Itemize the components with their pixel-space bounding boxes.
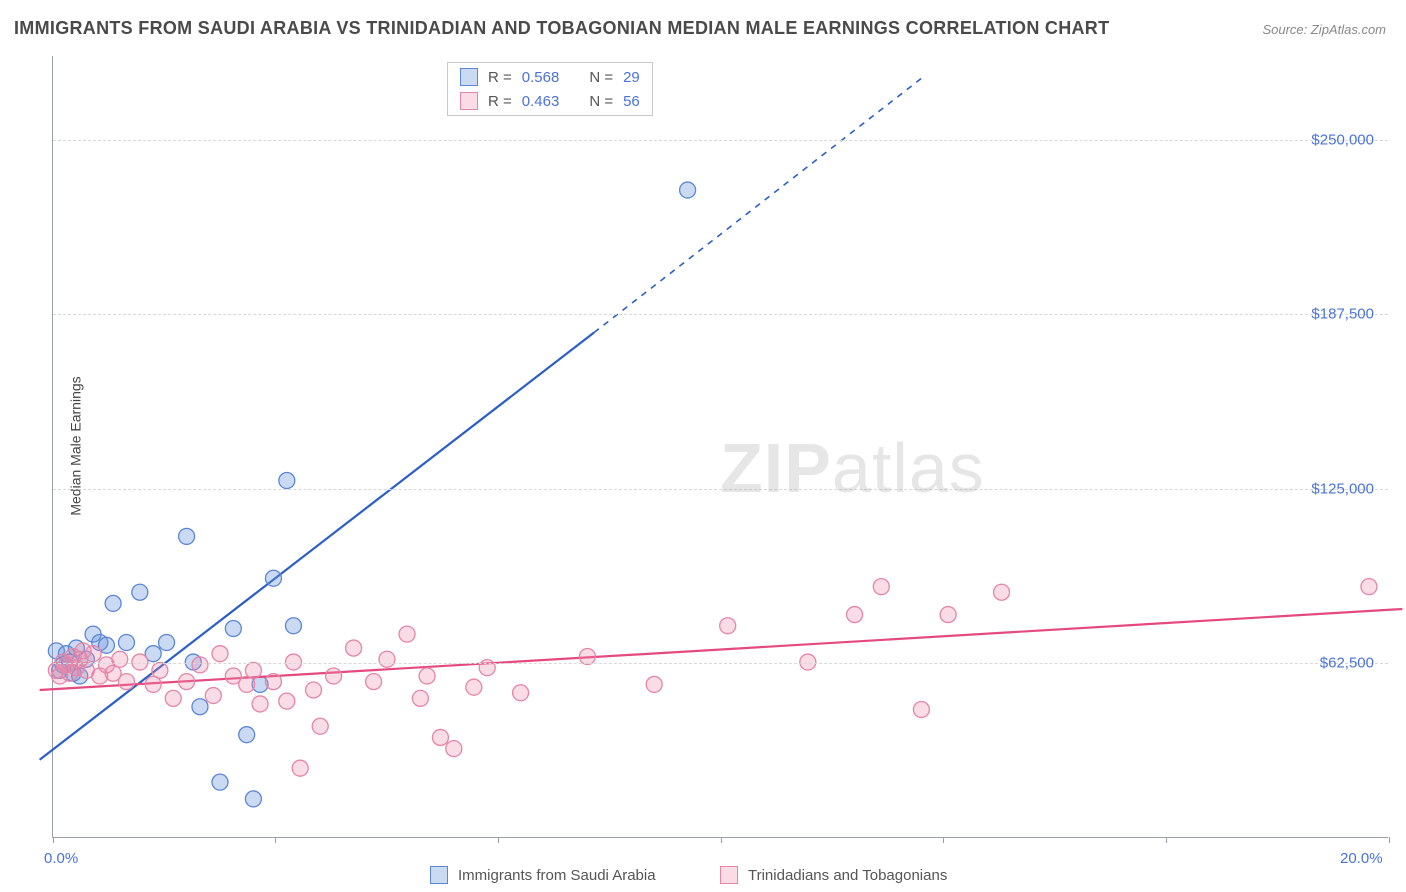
data-point-trinidad <box>913 702 929 718</box>
data-point-trinidad <box>192 657 208 673</box>
data-point-trinidad <box>479 660 495 676</box>
data-point-trinidad <box>847 607 863 623</box>
data-point-trinidad <box>179 674 195 690</box>
data-point-trinidad <box>265 674 281 690</box>
x-tick <box>1389 837 1390 843</box>
trend-line-dashed-saudi <box>594 78 921 332</box>
data-point-trinidad <box>212 646 228 662</box>
data-point-trinidad <box>132 654 148 670</box>
data-point-saudi <box>179 528 195 544</box>
chart-title: IMMIGRANTS FROM SAUDI ARABIA VS TRINIDAD… <box>14 18 1109 39</box>
data-point-trinidad <box>75 643 91 659</box>
n-value: 56 <box>623 93 640 110</box>
data-point-saudi <box>285 618 301 634</box>
data-point-trinidad <box>873 579 889 595</box>
x-tick <box>498 837 499 843</box>
source-label: Source: ZipAtlas.com <box>1262 22 1386 37</box>
r-label: R = <box>488 69 512 86</box>
gridline <box>53 140 1388 141</box>
n-label: N = <box>589 69 613 86</box>
data-point-trinidad <box>412 690 428 706</box>
data-point-trinidad <box>720 618 736 634</box>
legend-series-2: Trinidadians and Tobagonians <box>720 866 947 884</box>
data-point-trinidad <box>245 662 261 678</box>
data-point-trinidad <box>292 760 308 776</box>
x-tick <box>1166 837 1167 843</box>
data-point-trinidad <box>285 654 301 670</box>
stats-box: R = 0.568 N = 29 R = 0.463 N = 56 <box>447 62 653 116</box>
data-point-saudi <box>212 774 228 790</box>
data-point-trinidad <box>940 607 956 623</box>
data-point-trinidad <box>1361 579 1377 595</box>
data-point-trinidad <box>432 729 448 745</box>
data-point-saudi <box>680 182 696 198</box>
data-point-trinidad <box>152 662 168 678</box>
gridline <box>53 489 1388 490</box>
data-point-saudi <box>132 584 148 600</box>
data-point-saudi <box>239 727 255 743</box>
data-point-saudi <box>265 570 281 586</box>
data-point-trinidad <box>446 741 462 757</box>
data-point-trinidad <box>165 690 181 706</box>
chart-svg <box>53 56 1388 837</box>
y-tick-label: $187,500 <box>1311 306 1374 323</box>
legend-series-1: Immigrants from Saudi Arabia <box>430 866 656 884</box>
gridline <box>53 663 1388 664</box>
r-value: 0.568 <box>522 69 560 86</box>
data-point-trinidad <box>112 651 128 667</box>
y-tick-label: $125,000 <box>1311 480 1374 497</box>
r-label: R = <box>488 93 512 110</box>
data-point-trinidad <box>646 676 662 692</box>
data-point-saudi <box>245 791 261 807</box>
data-point-saudi <box>105 595 121 611</box>
data-point-saudi <box>118 635 134 651</box>
r-value: 0.463 <box>522 93 560 110</box>
data-point-saudi <box>225 621 241 637</box>
data-point-saudi <box>159 635 175 651</box>
data-point-trinidad <box>399 626 415 642</box>
data-point-trinidad <box>994 584 1010 600</box>
data-point-trinidad <box>366 674 382 690</box>
swatch-icon <box>720 866 738 884</box>
x-tick-label-min: 0.0% <box>44 850 78 867</box>
legend-label: Immigrants from Saudi Arabia <box>458 867 656 884</box>
data-point-trinidad <box>513 685 529 701</box>
data-point-trinidad <box>346 640 362 656</box>
stats-row-trinidad: R = 0.463 N = 56 <box>448 89 652 113</box>
x-tick <box>943 837 944 843</box>
data-point-trinidad <box>326 668 342 684</box>
data-point-trinidad <box>800 654 816 670</box>
data-point-trinidad <box>312 718 328 734</box>
data-point-trinidad <box>379 651 395 667</box>
x-tick <box>53 837 54 843</box>
y-tick-label: $250,000 <box>1311 131 1374 148</box>
data-point-saudi <box>192 699 208 715</box>
x-tick <box>721 837 722 843</box>
swatch-icon <box>430 866 448 884</box>
x-tick-label-max: 20.0% <box>1340 850 1383 867</box>
plot-area: $62,500 $125,000 $187,500 $250,000 <box>52 56 1388 838</box>
stats-row-saudi: R = 0.568 N = 29 <box>448 65 652 89</box>
data-point-saudi <box>279 473 295 489</box>
x-tick <box>275 837 276 843</box>
legend-label: Trinidadians and Tobagonians <box>748 867 947 884</box>
data-point-trinidad <box>466 679 482 695</box>
swatch-icon <box>460 68 478 86</box>
data-point-trinidad <box>252 696 268 712</box>
swatch-icon <box>460 92 478 110</box>
data-point-trinidad <box>306 682 322 698</box>
data-point-trinidad <box>579 648 595 664</box>
gridline <box>53 314 1388 315</box>
data-point-trinidad <box>205 688 221 704</box>
n-value: 29 <box>623 69 640 86</box>
n-label: N = <box>589 93 613 110</box>
data-point-trinidad <box>118 674 134 690</box>
data-point-trinidad <box>279 693 295 709</box>
y-tick-label: $62,500 <box>1320 655 1374 672</box>
data-point-trinidad <box>419 668 435 684</box>
